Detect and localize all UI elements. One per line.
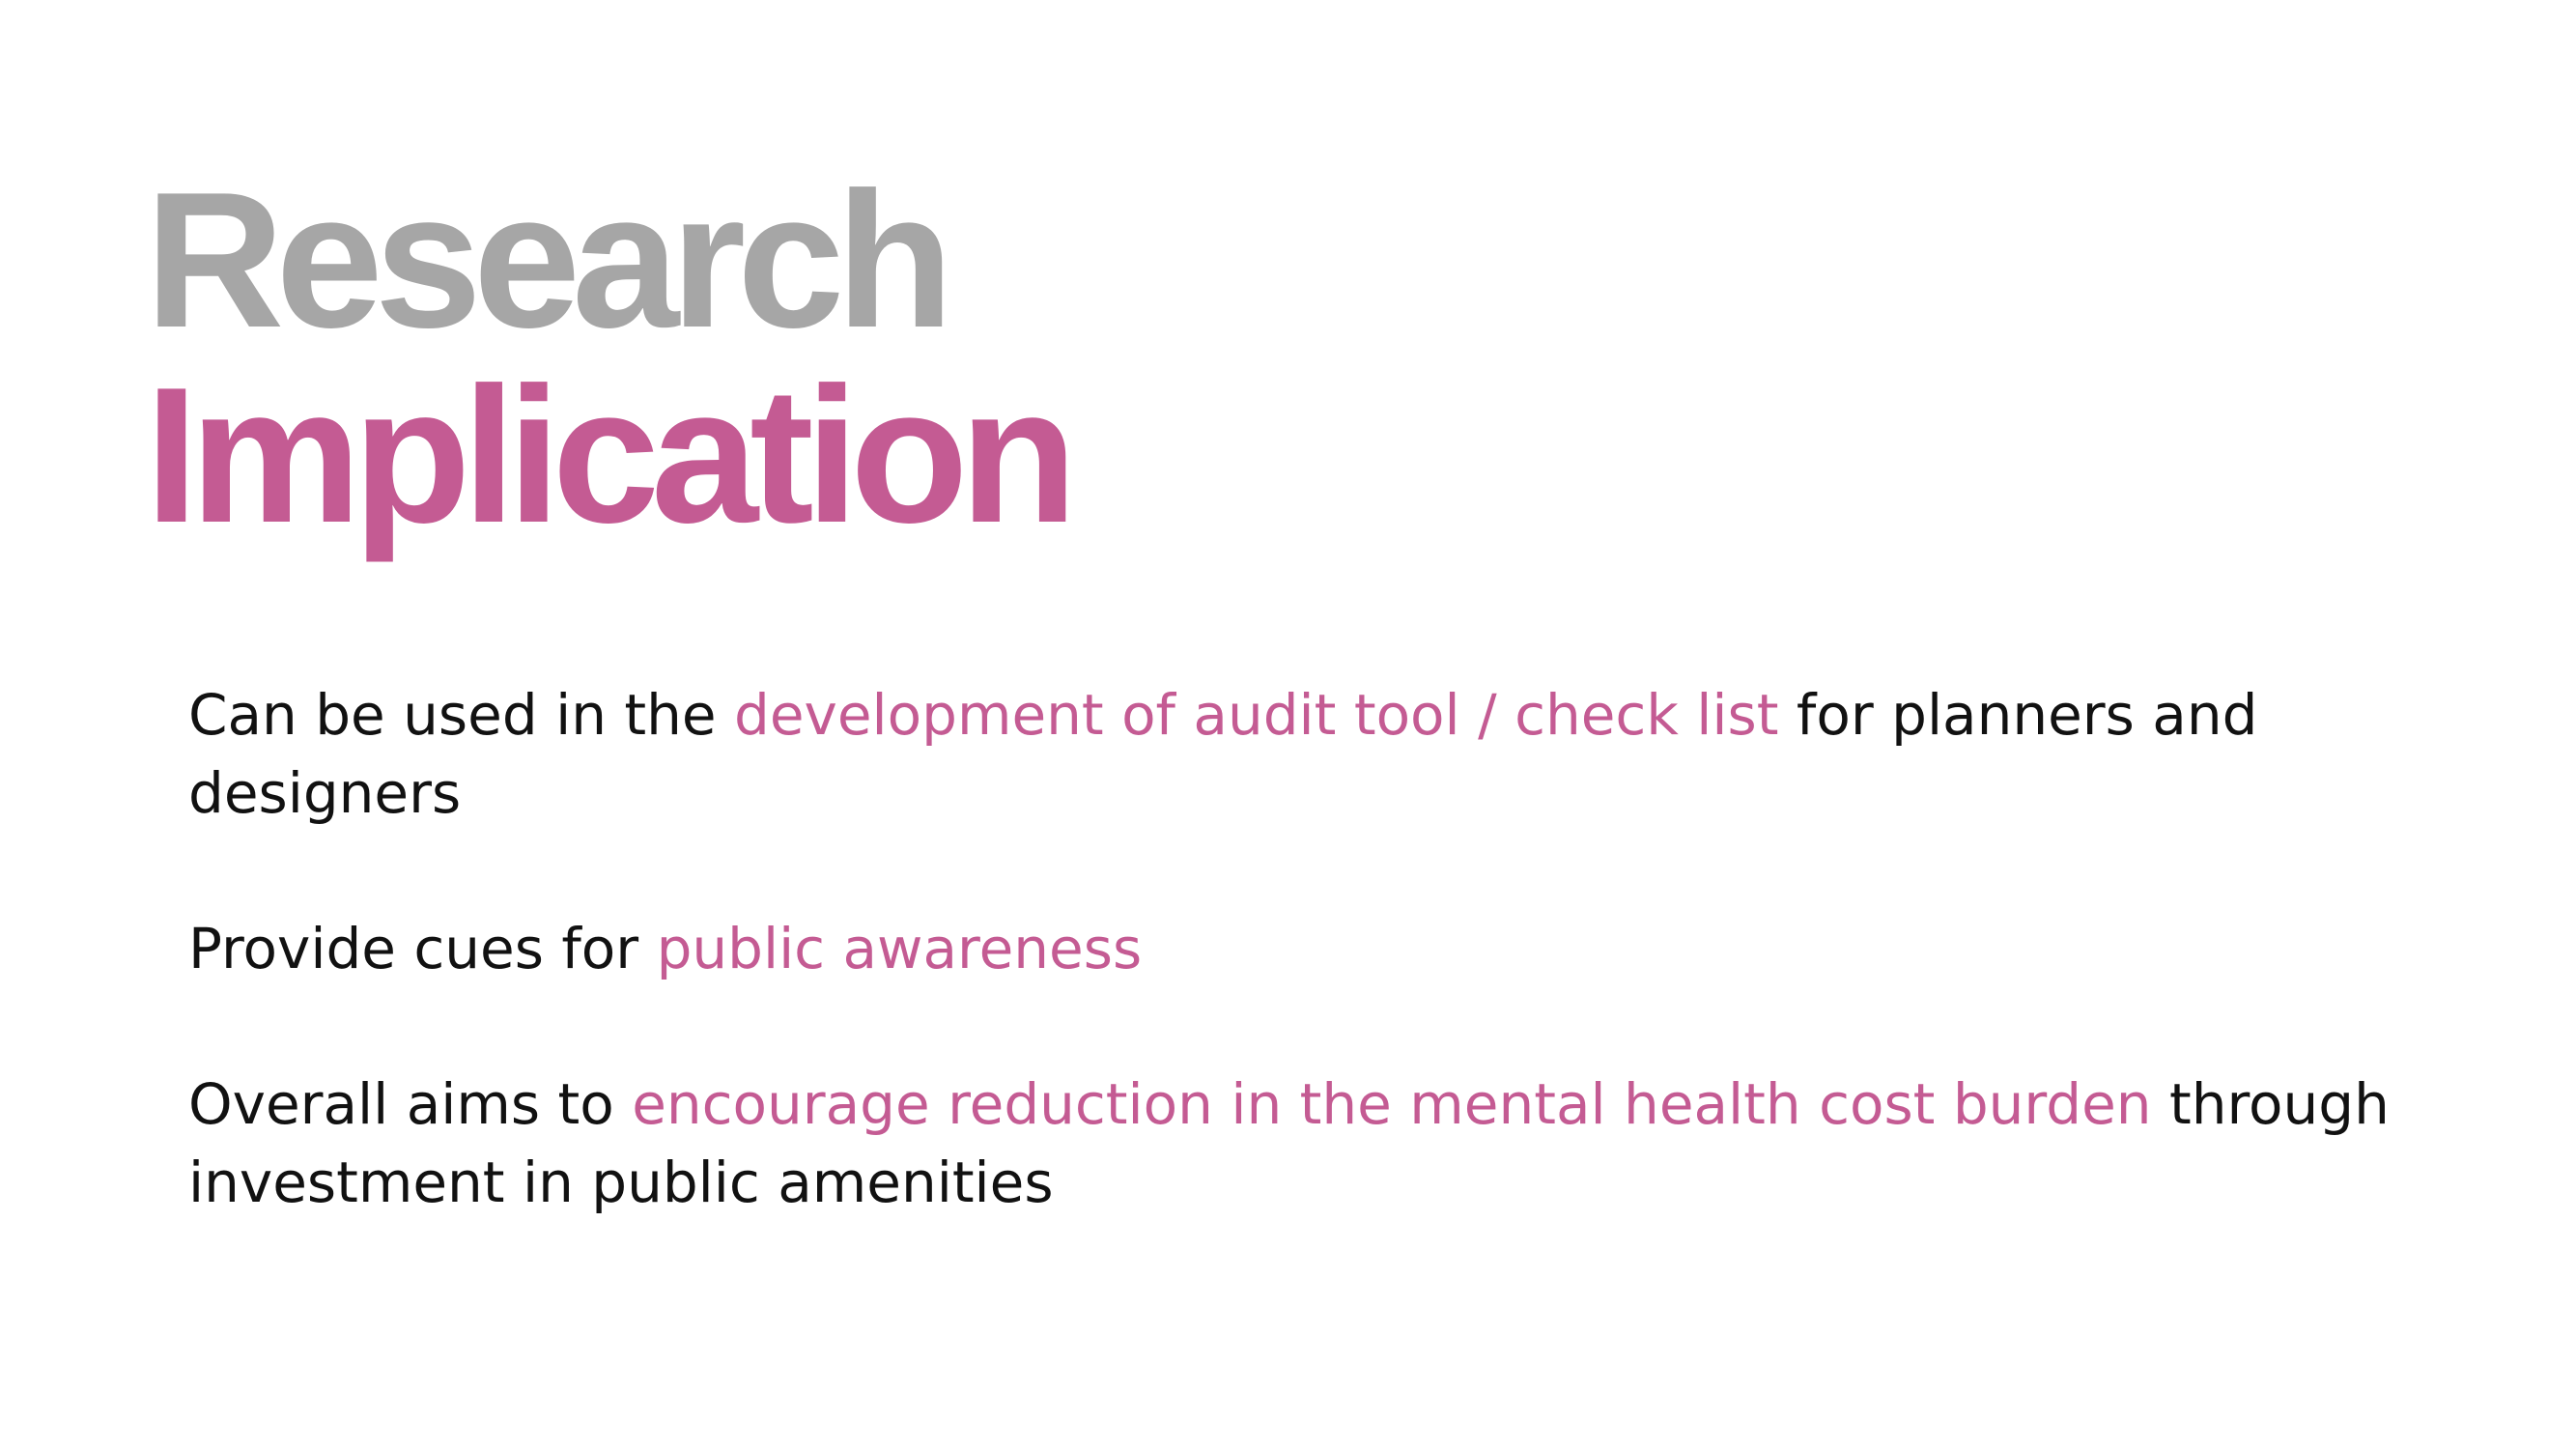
title-implication: Implication [145,348,1078,563]
implication-list: Can be used in the development of audit … [188,676,2410,1299]
implication-point-2: Provide cues for public awareness [188,910,2410,988]
point-2-highlight: public awareness [656,916,1143,981]
implication-point-3: Overall aims to encourage reduction in t… [188,1065,2410,1222]
point-1-text-end: for planners and designers [188,682,2258,826]
title-research: Research [145,153,954,368]
implication-point-1: Can be used in the development of audit … [188,676,2410,833]
point-2-text: Provide cues for [188,916,657,981]
point-1-text: Can be used in the [188,682,735,748]
point-1-highlight: development of audit tool / check list [734,682,1779,748]
point-3-text: Overall aims to [188,1071,633,1137]
point-3-text-end: through investment in public amenities [188,1071,2390,1215]
point-3-highlight: encourage reduction in the mental health… [632,1071,2152,1137]
